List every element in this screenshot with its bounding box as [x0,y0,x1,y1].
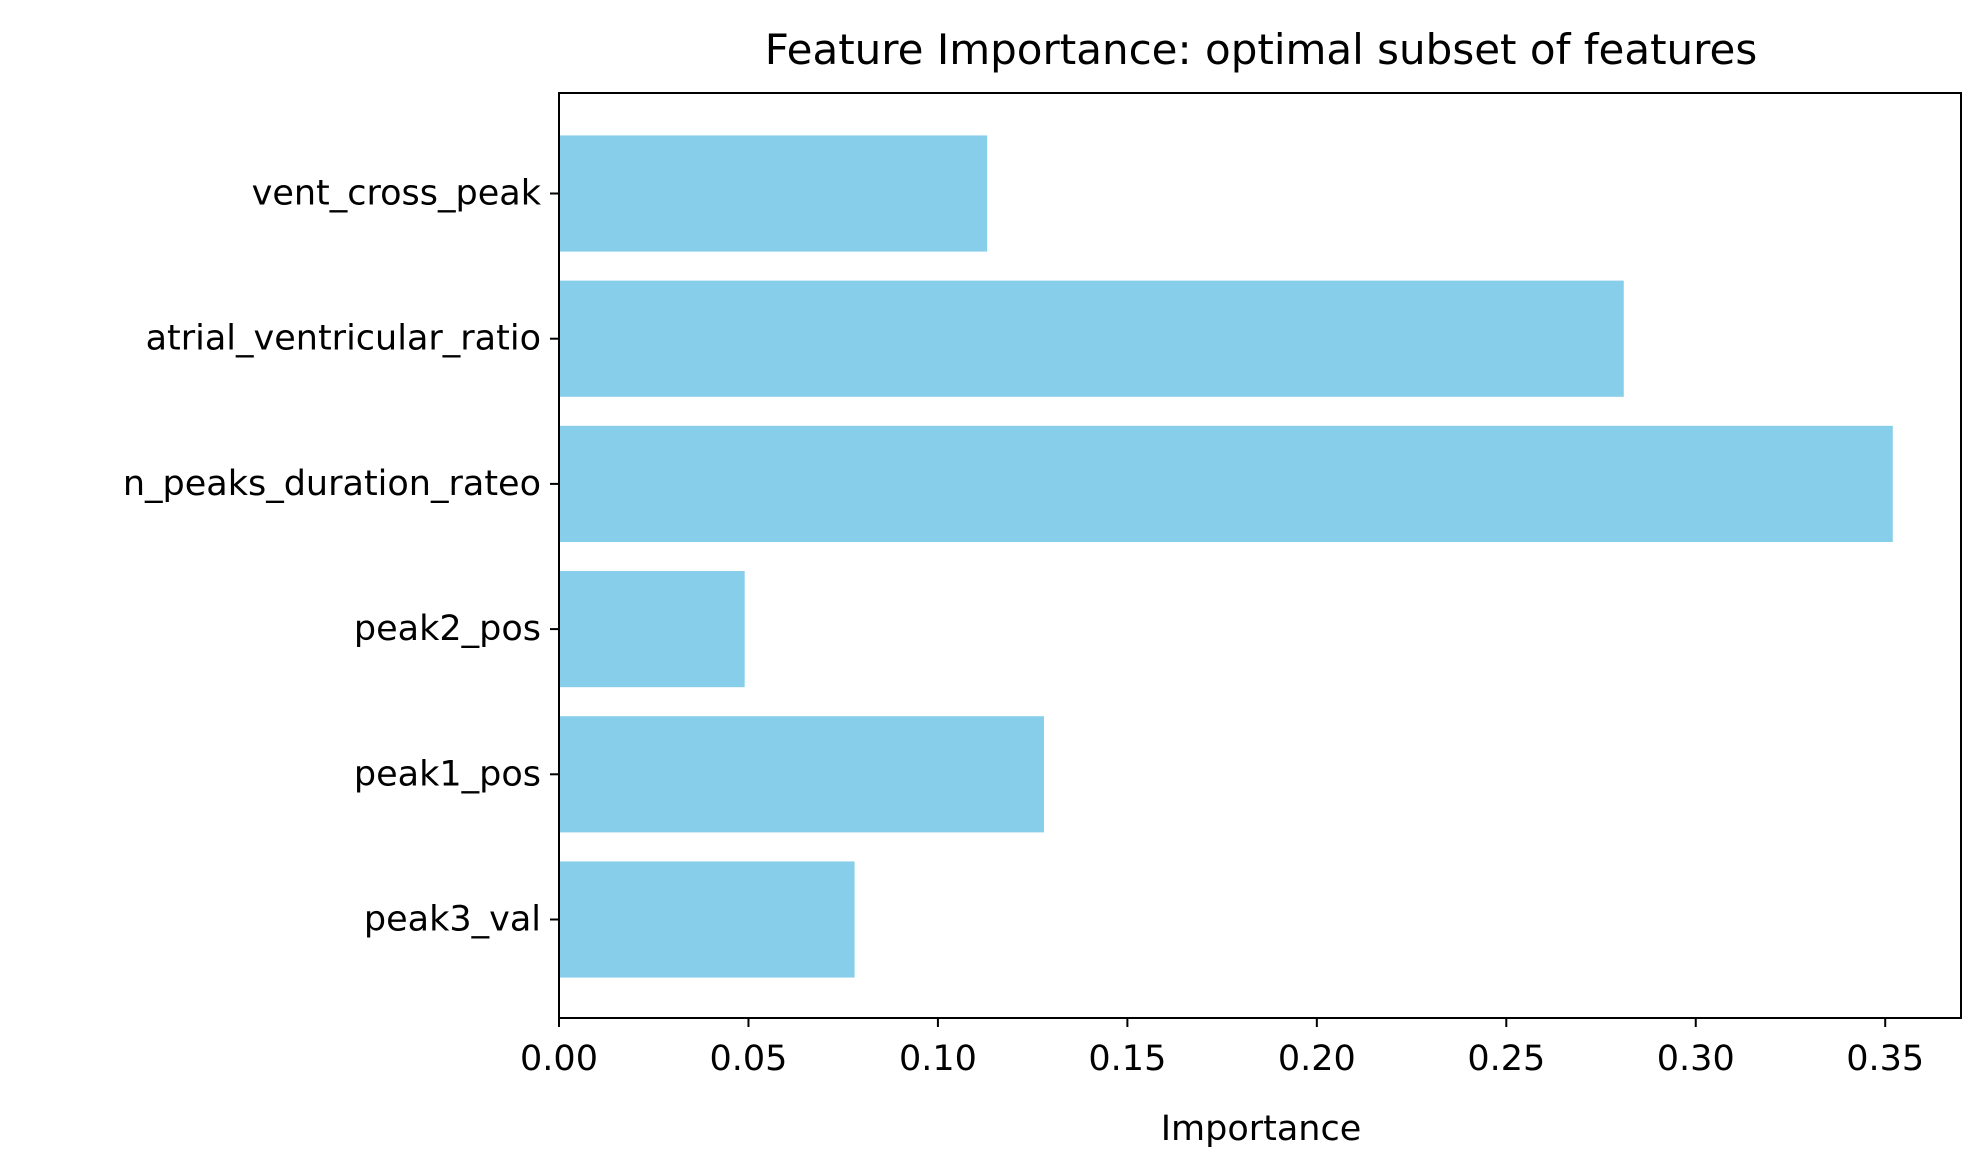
y-tick-label: vent_cross_peak [252,174,542,214]
bars-group [559,135,1893,978]
bar-peak1-pos [559,716,1045,833]
x-tick-label: 0.20 [1278,1039,1356,1079]
chart-title: Feature Importance: optimal subset of fe… [765,25,1757,74]
x-tick-label: 0.15 [1088,1039,1166,1079]
x-tick-label: 0.25 [1467,1039,1545,1079]
bar-vent-cross-peak [559,135,988,252]
x-axis-label: Importance [1161,1109,1362,1149]
bar-peak2-pos [559,571,745,688]
y-tick-label: peak1_pos [354,754,541,794]
bar-atrial-ventricular-ratio [559,280,1624,397]
bar-peak3-val [559,861,855,978]
x-tick-label: 0.30 [1657,1039,1735,1079]
y-tick-label: peak3_val [364,900,541,940]
y-tick-label: peak2_pos [354,609,541,649]
x-tick-label: 0.00 [520,1039,598,1079]
x-axis-ticks: 0.00 0.05 0.10 0.15 0.20 0.25 0.30 0.35 [520,1018,1924,1079]
plot-area-frame [558,92,1962,1019]
x-tick-label: 0.05 [709,1039,787,1079]
y-tick-label: n_peaks_duration_rateo [123,464,541,504]
y-tick-label: atrial_ventricular_ratio [146,319,541,359]
y-axis-ticks: vent_cross_peak atrial_ventricular_ration… [123,174,559,940]
bar-n-peaks-duration-rateo [559,425,1893,542]
x-tick-label: 0.10 [899,1039,977,1079]
x-tick-label: 0.35 [1846,1039,1924,1079]
